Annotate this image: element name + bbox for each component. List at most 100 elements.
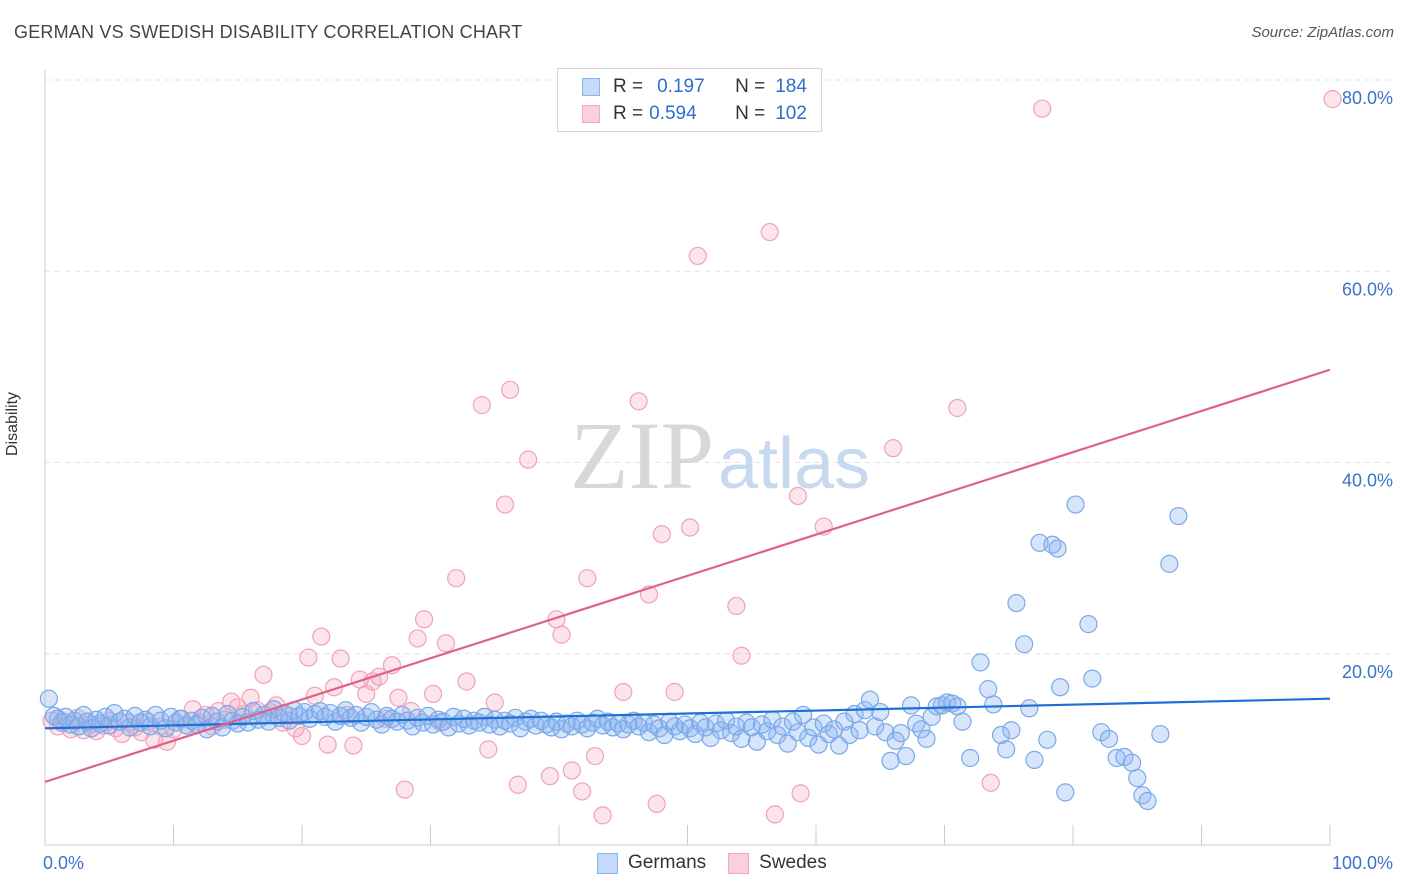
germans-point	[39, 689, 58, 708]
swedes-point	[254, 665, 273, 684]
germans-point	[403, 717, 422, 736]
germans-point	[850, 721, 869, 740]
swedes-point	[408, 629, 427, 648]
germans-point	[783, 712, 802, 731]
germans-point	[156, 719, 175, 738]
germans-point	[907, 714, 926, 733]
swedes-point	[508, 775, 527, 794]
swedes-point	[573, 782, 592, 801]
legend-label-swedes: Swedes	[759, 852, 827, 873]
swedes-point	[423, 684, 443, 704]
swedes-point	[732, 646, 751, 665]
x-tick-label: 0.0%	[43, 853, 84, 873]
swedes-point	[791, 784, 810, 803]
swedes-point	[647, 794, 666, 813]
r-value: 0.594	[649, 103, 697, 124]
germans-point	[382, 709, 402, 728]
n-label: N =	[735, 76, 766, 97]
germans-point	[1138, 791, 1157, 811]
germans-point	[1151, 724, 1170, 744]
germans-point	[105, 703, 124, 723]
germans-point	[840, 725, 859, 745]
germans-point	[1160, 554, 1179, 573]
germans-point	[686, 724, 705, 744]
swedes-point	[389, 688, 408, 707]
swedes-point	[593, 806, 612, 825]
germans-point	[912, 720, 931, 739]
germans-point	[961, 748, 980, 768]
germans-point	[552, 720, 571, 739]
germans-point	[778, 734, 797, 753]
grid-lines	[45, 79, 1390, 655]
germans-point	[434, 712, 453, 731]
germans-point	[280, 711, 299, 730]
germans-point	[799, 728, 818, 748]
germans-point	[891, 724, 910, 743]
germans-point	[1056, 783, 1075, 802]
source-label: Source: ZipAtlas.com	[1251, 24, 1394, 41]
swedes-point	[457, 672, 476, 691]
germans-point	[866, 717, 885, 736]
germans-point	[984, 695, 1003, 714]
swedes-point	[578, 569, 597, 588]
germans-point	[96, 707, 115, 726]
germans-point	[1038, 730, 1057, 749]
legend-label-germans: Germans	[628, 852, 707, 873]
n-value: 102	[775, 103, 807, 124]
swedes-point	[292, 726, 312, 746]
swedes-point	[727, 596, 746, 616]
germans-point	[1169, 506, 1188, 526]
swedes-point	[540, 767, 560, 786]
swedes-point	[562, 761, 581, 780]
y-tick-label: 20.0%	[1342, 662, 1393, 682]
y-tick-label: 40.0%	[1342, 471, 1393, 491]
germans-point	[557, 714, 576, 733]
swedes-point	[788, 486, 808, 506]
germans-point	[979, 680, 998, 699]
germans-point	[1048, 539, 1067, 558]
germans-point	[1083, 669, 1102, 688]
germans-point	[1128, 768, 1147, 788]
germans-point	[233, 707, 252, 726]
swedes-point	[552, 625, 571, 644]
r-value: 0.197	[657, 76, 705, 97]
germans-point	[1051, 678, 1070, 697]
swedes-point	[765, 805, 784, 824]
r-label: R =	[613, 103, 644, 124]
swedes-point	[344, 736, 363, 755]
swedes-point	[479, 740, 498, 759]
germans-point	[997, 740, 1016, 759]
germans-point	[501, 714, 520, 733]
trend-lines	[44, 368, 1331, 783]
swedes-point	[629, 392, 648, 411]
swedes-point	[495, 495, 515, 514]
swedes-point	[485, 693, 504, 712]
germans-point	[1066, 495, 1085, 514]
swedes-legend-icon	[728, 852, 750, 874]
germans-point	[732, 729, 751, 748]
germans-point	[495, 711, 515, 730]
swedes-point	[312, 627, 331, 646]
swedes-point	[501, 380, 520, 399]
swedes-point	[395, 780, 414, 799]
n-label: N =	[735, 103, 766, 124]
germans-point	[1015, 635, 1034, 654]
germans-point	[680, 719, 700, 738]
germans-point	[696, 718, 715, 737]
x-tick-label: 100.0%	[1332, 853, 1393, 873]
germans-point	[860, 690, 880, 709]
swedes-point	[436, 634, 456, 653]
germans-point	[1123, 753, 1142, 772]
legend-item-swedes: Swedes	[728, 852, 827, 874]
swedes-point	[331, 649, 350, 668]
tick-labels: 20.0% 40.0% 60.0% 80.0% 0.0% 100.0%	[43, 88, 1393, 873]
swedes-point	[1033, 99, 1052, 118]
swedes-point	[299, 648, 318, 667]
series-legend: Germans Swedes	[597, 852, 849, 874]
swedes-point	[614, 682, 633, 702]
germans-point	[1099, 729, 1119, 748]
legend-row-germans: R = 0.197 N = 184	[582, 74, 807, 100]
swedes-point	[1323, 90, 1342, 109]
germans-point	[1079, 615, 1098, 634]
